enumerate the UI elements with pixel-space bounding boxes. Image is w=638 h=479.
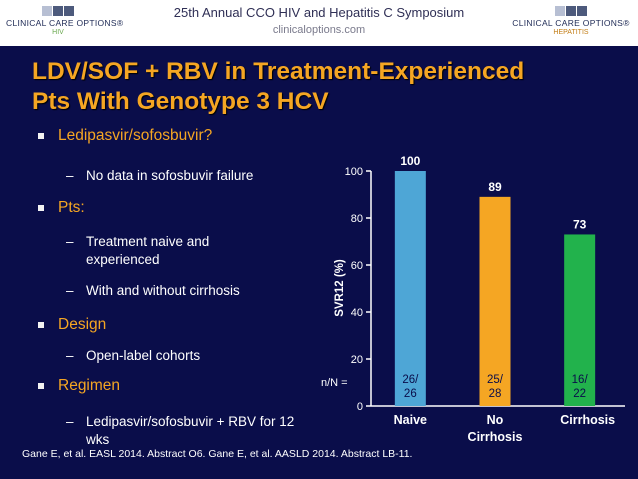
slide-title-line2: Pts With Genotype 3 HCV	[32, 88, 329, 115]
bar-2	[479, 196, 511, 406]
bullet-design: Design	[38, 316, 106, 334]
sub-bullet: – Treatment naive and experienced	[66, 234, 210, 267]
data-label: 100	[400, 154, 420, 168]
logo-right-sub: HEPATITIS	[553, 29, 589, 36]
sub-bullet: – No data in sofosbuvir failure	[66, 168, 254, 183]
data-label: 73	[573, 217, 587, 231]
dash-icon: –	[66, 414, 74, 429]
count-label: 16/	[572, 374, 589, 386]
bullet-pts: Pts:	[38, 199, 85, 217]
x-tick-label: No	[487, 413, 504, 427]
y-tick-label: 40	[351, 307, 363, 319]
dash-icon: –	[66, 348, 74, 363]
y-tick-label: 0	[357, 401, 363, 413]
header-title: 25th Annual CCO HIV and Hepatitis C Symp…	[173, 5, 465, 20]
citation: Gane E, et al. EASL 2014. Abstract O6. G…	[22, 448, 413, 460]
sub-bullet: – Open-label cohorts	[66, 348, 201, 363]
count-prefix: n/N =	[321, 377, 348, 389]
bullet-square-icon	[38, 383, 44, 389]
dash-icon: –	[66, 234, 74, 249]
x-tick-label: Naive	[394, 413, 427, 427]
cco-mark-icon	[510, 6, 632, 16]
sub-bullet: – Ledipasvir/sofosbuvir + RBV for 12 wks	[66, 414, 295, 447]
cco-hepatitis-logo: CLINICAL CARE OPTIONS® HEPATITIS	[510, 6, 632, 36]
slide-body	[0, 46, 638, 479]
cco-hiv-logo: CLINICAL CARE OPTIONS® HIV	[6, 6, 124, 36]
slide-title: LDV/SOF + RBV in Treatment-Experienced P…	[32, 57, 524, 117]
y-tick-label: 80	[351, 213, 363, 225]
cco-mark-icon	[6, 6, 110, 16]
slide-header: CLINICAL CARE OPTIONS® HIV 25th Annual C…	[0, 0, 638, 46]
bullet-regimen: Regimen	[38, 377, 120, 395]
bullet-square-icon	[38, 133, 44, 139]
count-label: 22	[573, 388, 586, 400]
y-tick-label: 20	[351, 354, 363, 366]
count-label: 25/	[487, 374, 504, 386]
logo-left-sub: HIV	[52, 29, 64, 36]
bar-1	[394, 171, 426, 406]
dash-icon: –	[66, 168, 74, 183]
count-label: 26	[404, 388, 417, 400]
y-axis-label: SVR12 (%)	[334, 259, 346, 317]
slide-title-line1: LDV/SOF + RBV in Treatment-Experienced	[32, 58, 525, 85]
data-label: 89	[488, 180, 502, 194]
y-tick-label: 100	[345, 166, 363, 178]
bar-3	[564, 234, 596, 406]
count-label: 26/	[402, 374, 419, 386]
dash-icon: –	[66, 283, 74, 298]
sub-bullet: – With and without cirrhosis	[66, 283, 240, 298]
header-url: clinicaloptions.com	[272, 24, 366, 36]
count-label: 28	[489, 388, 502, 400]
bullet-square-icon	[38, 322, 44, 328]
x-tick-label: Cirrhosis	[560, 413, 615, 427]
x-tick-label: Cirrhosis	[468, 430, 523, 444]
y-tick-label: 60	[351, 260, 363, 272]
logo-right-name: CLINICAL CARE OPTIONS®	[512, 18, 630, 28]
bullet-square-icon	[38, 205, 44, 211]
logo-left-name: CLINICAL CARE OPTIONS®	[6, 18, 124, 28]
bullet-ledipasvir: Ledipasvir/sofosbuvir?	[38, 127, 212, 145]
